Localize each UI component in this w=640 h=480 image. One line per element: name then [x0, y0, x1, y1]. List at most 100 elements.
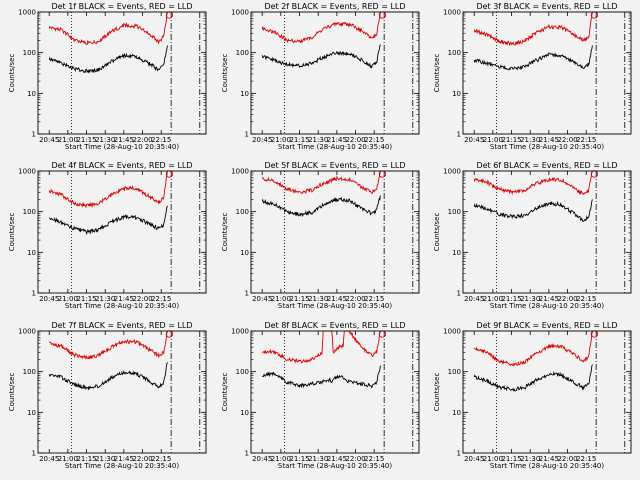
y-tick-label: 100 — [236, 208, 249, 216]
x-tick-label: 21:30 — [520, 295, 540, 303]
y-tick-label: 1000 — [231, 168, 249, 176]
panel-title: Det 9f BLACK = Events, RED = LLD — [476, 321, 617, 330]
y-tick-label: 100 — [23, 49, 36, 57]
series-line-red — [473, 330, 593, 367]
y-tick-label: 100 — [236, 49, 249, 57]
panel-title: Det 6f BLACK = Events, RED = LLD — [476, 161, 617, 170]
y-tick-label: 1 — [245, 450, 249, 458]
x-tick-label: 21:45 — [539, 455, 559, 463]
x-tick-label: 21:45 — [539, 295, 559, 303]
y-tick-label: 1000 — [18, 328, 36, 336]
x-tick-label: 21:15 — [501, 136, 521, 144]
x-tick-label: 21:15 — [289, 295, 309, 303]
x-tick-label: 20:45 — [39, 455, 59, 463]
x-tick-label: 20:45 — [252, 136, 272, 144]
x-tick-label: 21:00 — [271, 136, 291, 144]
y-tick-label: 10 — [240, 90, 249, 98]
x-tick-label: 22:15 — [151, 136, 171, 144]
y-tick-label: 10 — [452, 90, 461, 98]
series-line-red — [48, 11, 168, 46]
x-tick-label: 21:00 — [483, 295, 503, 303]
series-line-black — [48, 45, 168, 74]
x-tick-label: 21:15 — [289, 455, 309, 463]
series-line-red — [261, 11, 381, 44]
x-tick-label: 21:00 — [58, 136, 78, 144]
x-axis-label: Start Time (28-Aug-10 20:35:40) — [278, 462, 392, 470]
x-tick-label: 22:15 — [151, 295, 171, 303]
x-tick-label: 21:45 — [327, 455, 347, 463]
y-tick-label: 10 — [27, 249, 36, 257]
y-axis-label: Counts/sec — [221, 213, 229, 252]
y-tick-label: 10 — [27, 409, 36, 417]
y-tick-label: 1 — [245, 290, 249, 298]
x-tick-label: 22:00 — [132, 295, 152, 303]
plot-frame — [250, 170, 420, 294]
y-tick-label: 1 — [32, 450, 36, 458]
y-tick-label: 100 — [448, 208, 461, 216]
x-tick-label: 21:15 — [76, 136, 96, 144]
plot-frame — [250, 11, 420, 135]
x-tick-label: 21:30 — [520, 136, 540, 144]
series-line-black — [473, 45, 593, 71]
plot-frame — [462, 11, 632, 135]
x-tick-label: 22:15 — [576, 295, 596, 303]
x-tick-label: 21:30 — [308, 136, 328, 144]
x-axis-label: Start Time (28-Aug-10 20:35:40) — [490, 143, 604, 151]
x-tick-label: 22:00 — [345, 455, 365, 463]
peak-marker — [378, 330, 387, 338]
y-tick-label: 1 — [457, 450, 461, 458]
plot-frame — [462, 170, 632, 294]
x-axis-label: Start Time (28-Aug-10 20:35:40) — [65, 143, 179, 151]
peak-marker — [590, 170, 599, 178]
x-tick-label: 21:15 — [76, 295, 96, 303]
y-tick-label: 10 — [240, 409, 249, 417]
y-tick-label: 10 — [452, 409, 461, 417]
panel-1: Det 1f BLACK = Events, RED = LLD 1 10 100 10… — [8, 2, 207, 151]
y-axis-label: Counts/sec — [433, 213, 441, 252]
series-line-red — [48, 170, 168, 209]
panel-5: Det 5f BLACK = Events, RED = LLD 1 10 100 10… — [221, 161, 420, 310]
x-tick-label: 21:00 — [58, 295, 78, 303]
panel-8: Det 8f BLACK = Events, RED = LLD 1 10 100 10… — [221, 321, 420, 470]
x-tick-label: 21:15 — [501, 295, 521, 303]
panel-title: Det 5f BLACK = Events, RED = LLD — [264, 161, 405, 170]
panel-title: Det 4f BLACK = Events, RED = LLD — [51, 161, 192, 170]
x-tick-label: 21:30 — [95, 136, 115, 144]
x-tick-label: 22:15 — [364, 295, 384, 303]
y-axis-label: Counts/sec — [221, 54, 229, 93]
x-tick-label: 20:45 — [252, 455, 272, 463]
x-tick-label: 21:45 — [114, 136, 134, 144]
x-axis-label: Start Time (28-Aug-10 20:35:40) — [65, 302, 179, 310]
panel-title: Det 2f BLACK = Events, RED = LLD — [264, 2, 405, 11]
y-axis-label: Counts/sec — [221, 373, 229, 412]
y-axis-label: Counts/sec — [8, 213, 16, 252]
plot-frame — [37, 11, 207, 135]
x-tick-label: 21:15 — [76, 455, 96, 463]
x-tick-label: 21:30 — [308, 455, 328, 463]
x-tick-label: 20:45 — [39, 136, 59, 144]
x-axis-label: Start Time (28-Aug-10 20:35:40) — [490, 462, 604, 470]
series-line-black — [49, 205, 168, 235]
panel-title: Det 7f BLACK = Events, RED = LLD — [51, 321, 192, 330]
y-tick-label: 1 — [457, 131, 461, 139]
x-tick-label: 22:00 — [345, 295, 365, 303]
series-line-red — [473, 11, 593, 47]
x-tick-label: 21:00 — [483, 136, 503, 144]
x-axis-label: Start Time (28-Aug-10 20:35:40) — [278, 143, 392, 151]
x-tick-label: 21:45 — [114, 455, 134, 463]
series-line-red — [473, 170, 593, 196]
y-tick-label: 100 — [23, 208, 36, 216]
series-line-red — [261, 170, 381, 195]
y-tick-label: 10 — [452, 249, 461, 257]
y-tick-label: 1000 — [18, 168, 36, 176]
x-tick-label: 21:00 — [483, 455, 503, 463]
x-tick-label: 20:45 — [464, 295, 484, 303]
y-tick-label: 1000 — [231, 9, 249, 17]
y-axis-label: Counts/sec — [433, 373, 441, 412]
y-tick-label: 100 — [236, 368, 249, 376]
y-tick-label: 1000 — [18, 9, 36, 17]
x-axis-label: Start Time (28-Aug-10 20:35:40) — [278, 302, 392, 310]
y-tick-label: 1 — [32, 131, 36, 139]
plot-frame — [462, 330, 632, 454]
